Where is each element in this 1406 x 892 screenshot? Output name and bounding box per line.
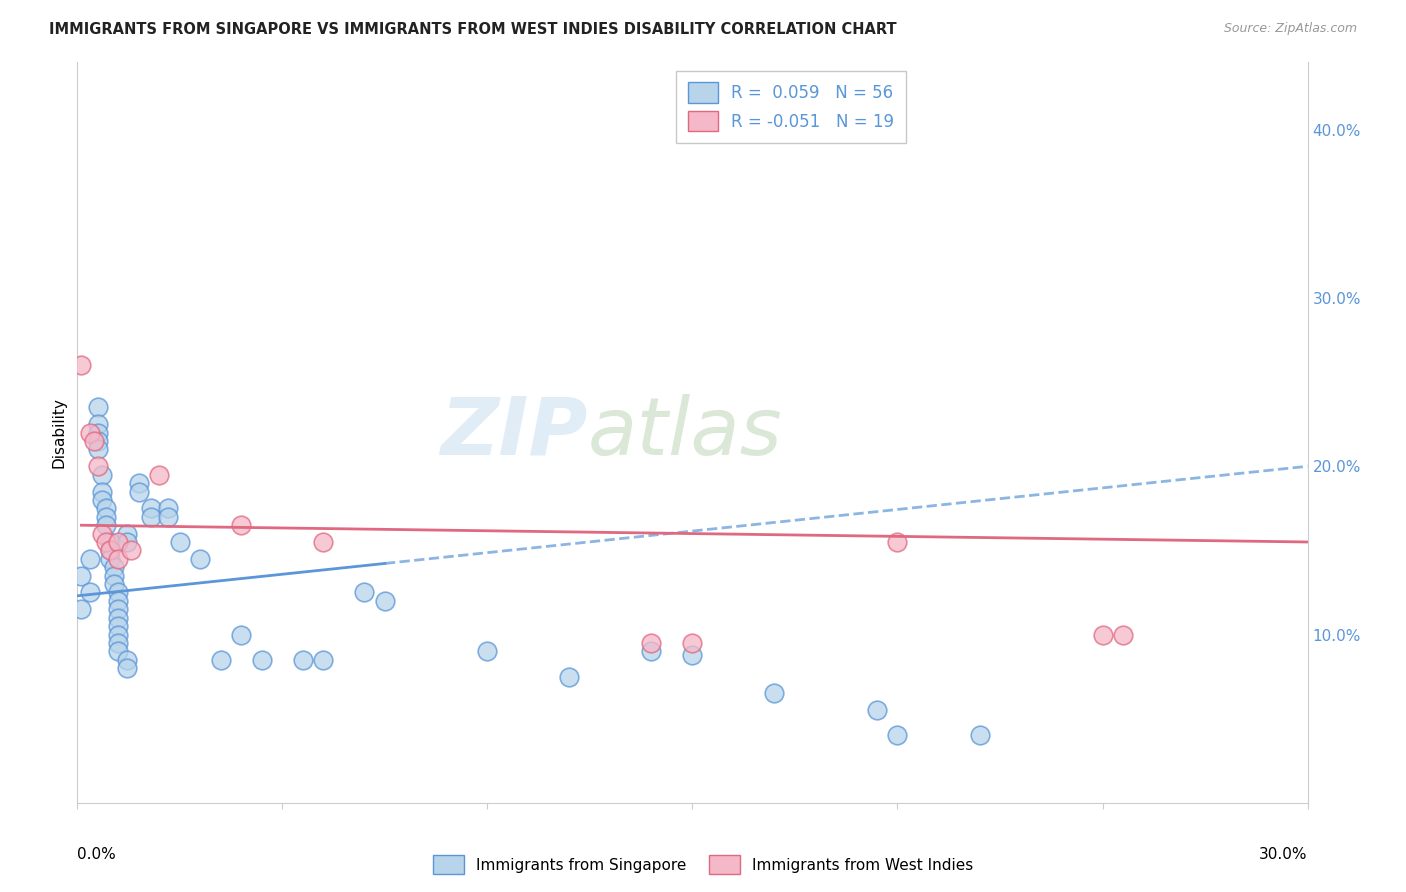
Point (103, 568, 125, 582)
Point (312, 535, 335, 549)
Point (291, 653, 314, 667)
Point (128, 476, 150, 491)
Legend: R =  0.059   N = 56, R = -0.051   N = 19: R = 0.059 N = 56, R = -0.051 N = 19 (676, 70, 905, 143)
Point (98, 543, 121, 558)
Point (87, 459, 110, 474)
Point (115, 653, 138, 667)
Point (107, 594, 129, 608)
Point (141, 509, 163, 524)
Point (312, 653, 335, 667)
Point (98, 535, 121, 549)
Point (640, 644, 662, 658)
Point (231, 518, 253, 533)
Point (156, 501, 179, 516)
Point (120, 543, 142, 558)
Point (87, 425, 110, 440)
Point (115, 535, 138, 549)
Point (188, 551, 212, 566)
Point (87, 434, 110, 448)
Point (90, 467, 114, 482)
Point (103, 560, 125, 574)
Point (87, 417, 110, 432)
Text: ZIP: ZIP (440, 393, 588, 472)
Point (87, 442, 110, 457)
Point (83, 434, 105, 448)
Text: 30.0%: 30.0% (1260, 847, 1308, 863)
Point (107, 551, 129, 566)
Point (98, 551, 121, 566)
Point (866, 703, 889, 717)
Legend: Immigrants from Singapore, Immigrants from West Indies: Immigrants from Singapore, Immigrants fr… (427, 849, 979, 880)
Text: atlas: atlas (588, 393, 783, 472)
Point (353, 585, 375, 599)
Point (969, 729, 991, 743)
Point (115, 661, 138, 675)
Point (98, 543, 121, 558)
Point (70, 602, 93, 616)
Point (79, 551, 101, 566)
Point (682, 648, 704, 662)
Point (87, 401, 110, 415)
Point (141, 501, 163, 516)
Text: 0.0%: 0.0% (77, 847, 117, 863)
Y-axis label: Disability: Disability (51, 397, 66, 468)
Point (169, 535, 191, 549)
Point (886, 729, 908, 743)
Point (107, 627, 129, 641)
Text: Source: ZipAtlas.com: Source: ZipAtlas.com (1223, 22, 1357, 36)
Point (107, 644, 129, 658)
Point (1112, 627, 1135, 641)
Point (94, 518, 117, 533)
Point (90, 492, 114, 507)
Point (115, 526, 138, 541)
Point (107, 535, 129, 549)
Point (90, 484, 114, 499)
Point (107, 602, 129, 616)
Point (156, 509, 179, 524)
Point (558, 670, 581, 684)
Point (94, 509, 117, 524)
Point (79, 585, 101, 599)
Point (374, 594, 396, 608)
Point (231, 627, 253, 641)
Point (79, 425, 101, 440)
Point (209, 653, 232, 667)
Point (107, 636, 129, 650)
Point (70, 568, 93, 582)
Point (103, 577, 125, 591)
Point (763, 686, 786, 700)
Text: IMMIGRANTS FROM SINGAPORE VS IMMIGRANTS FROM WEST INDIES DISABILITY CORRELATION : IMMIGRANTS FROM SINGAPORE VS IMMIGRANTS … (49, 22, 897, 37)
Point (477, 644, 499, 658)
Point (640, 636, 662, 650)
Point (94, 535, 117, 549)
Point (682, 636, 704, 650)
Point (94, 501, 117, 516)
Point (107, 610, 129, 624)
Point (107, 585, 129, 599)
Point (128, 484, 150, 499)
Point (1091, 627, 1114, 641)
Point (90, 526, 114, 541)
Point (70, 359, 93, 373)
Point (250, 653, 273, 667)
Point (107, 619, 129, 633)
Point (148, 467, 170, 482)
Point (886, 535, 908, 549)
